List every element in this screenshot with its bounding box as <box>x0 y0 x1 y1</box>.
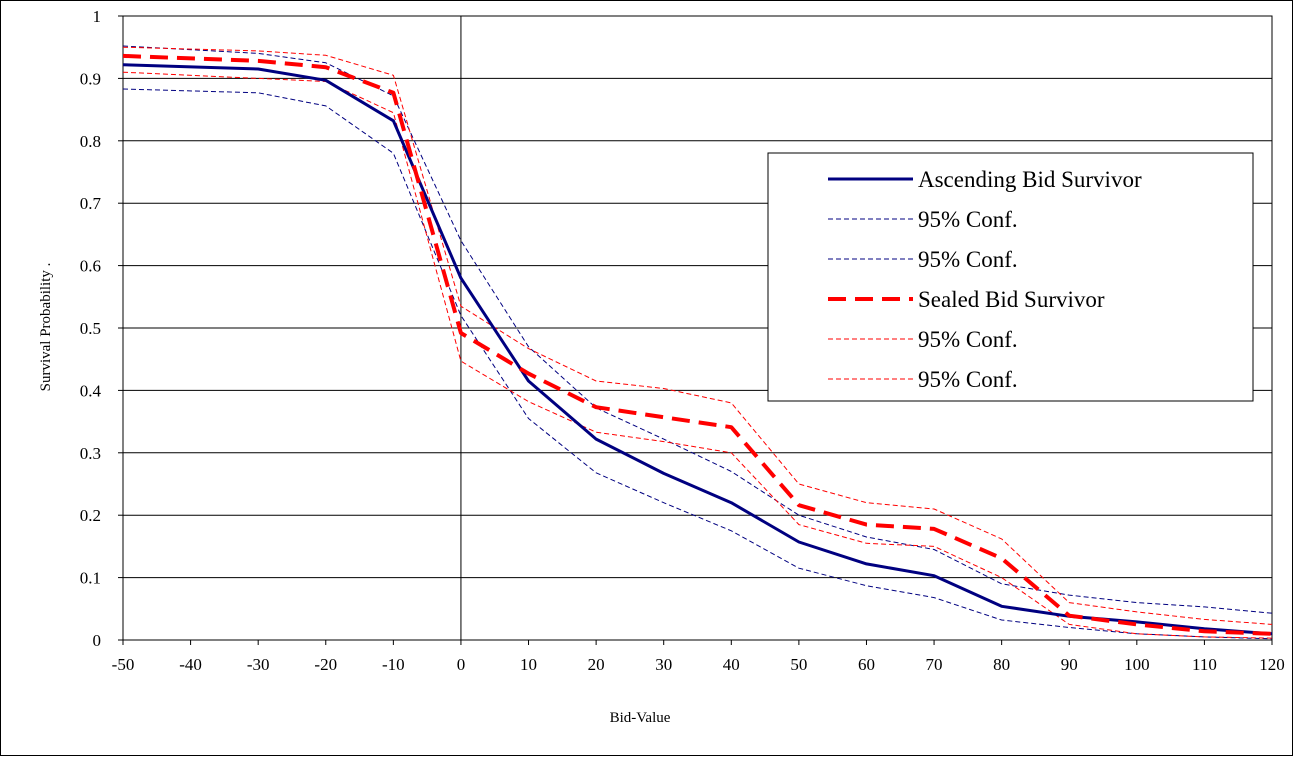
x-tick-label: 0 <box>457 655 466 674</box>
x-tick-label: -50 <box>112 655 135 674</box>
x-tick-label: 90 <box>1061 655 1078 674</box>
tick-label-layer: 0 0.1 0.2 0.3 0.4 0.5 0.6 0.7 0.8 0.9 1 -50 -40 -30 -2… <box>80 7 1285 674</box>
legend-label-5: 95% Conf. <box>918 327 1018 352</box>
x-tick-label: 110 <box>1192 655 1217 674</box>
y-tick-label: 0.3 <box>80 444 101 463</box>
x-tick-label: 120 <box>1259 655 1285 674</box>
series-line-4 <box>122 53 1273 636</box>
legend-label-2: 95% Conf. <box>918 207 1018 232</box>
x-tick-label: 30 <box>655 655 672 674</box>
x-tick-label: 20 <box>588 655 605 674</box>
x-tick-label: 50 <box>790 655 807 674</box>
y-tick-label: 0 <box>93 631 102 650</box>
x-tick-label: 60 <box>858 655 875 674</box>
x-tick-label: 80 <box>993 655 1010 674</box>
y-tick-label: 0.9 <box>80 69 101 88</box>
y-tick-label: 0.2 <box>80 506 101 525</box>
y-tick-label: 0.1 <box>80 569 101 588</box>
legend-label-1: Ascending Bid Survivor <box>918 167 1142 192</box>
series-line-6 <box>122 71 1273 639</box>
y-tick-label: 0.7 <box>80 194 102 213</box>
series-line-2 <box>122 45 1273 614</box>
y-tick-label: 0.6 <box>80 257 101 276</box>
y-axis-title: Survival Probability . <box>38 263 54 392</box>
y-tick-label: 0.4 <box>80 381 102 400</box>
x-tick-label: -10 <box>382 655 405 674</box>
y-tick-label: 1 <box>93 7 102 26</box>
series-line-3 <box>122 88 1273 640</box>
x-tick-label: 70 <box>926 655 943 674</box>
x-tick-label: -30 <box>247 655 270 674</box>
series-line-5 <box>122 46 1273 625</box>
legend-label-4: Sealed Bid Survivor <box>918 287 1105 312</box>
x-tick-label: 100 <box>1124 655 1150 674</box>
y-tick-label: 0.8 <box>80 132 101 151</box>
y-tick-label: 0.5 <box>80 319 101 338</box>
legend-box <box>767 152 1254 402</box>
x-tick-label: 10 <box>520 655 537 674</box>
x-tick-label: -40 <box>179 655 202 674</box>
x-axis-title: Bid-Value <box>610 710 671 726</box>
x-tick-label: -20 <box>314 655 337 674</box>
legend-label-3: 95% Conf. <box>918 247 1018 272</box>
x-tick-label: 40 <box>723 655 740 674</box>
legend-label-6: 95% Conf. <box>918 367 1018 392</box>
legend: Ascending Bid Survivor 95% Conf. 95% Conf.… <box>767 152 1254 402</box>
series-layer <box>122 45 1273 640</box>
